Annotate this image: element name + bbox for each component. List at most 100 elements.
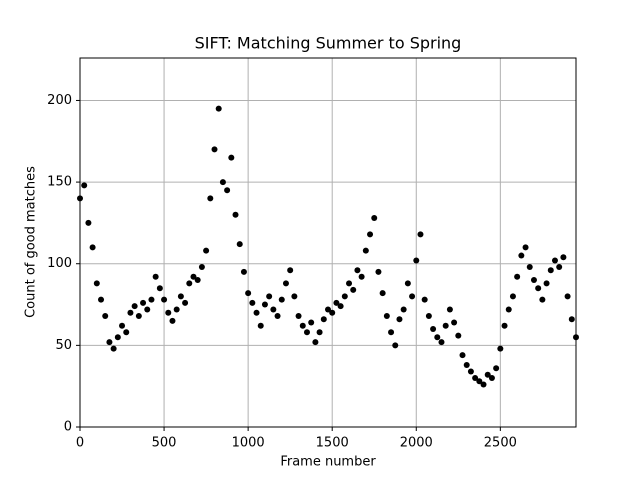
- data-point: [421, 296, 428, 303]
- data-point: [526, 263, 533, 270]
- plot-frame: [79, 57, 577, 428]
- data-point: [114, 334, 121, 341]
- data-point: [165, 309, 172, 316]
- data-point: [135, 312, 142, 319]
- data-point: [131, 303, 138, 310]
- data-point: [501, 322, 508, 329]
- data-point: [346, 280, 353, 287]
- data-point: [261, 301, 268, 308]
- data-point: [312, 339, 319, 346]
- data-point: [350, 286, 357, 293]
- data-point: [190, 273, 197, 280]
- data-point: [325, 306, 331, 313]
- data-point: [451, 319, 458, 326]
- data-point: [480, 381, 487, 388]
- data-point: [161, 296, 168, 303]
- data-point: [77, 195, 83, 202]
- y-tick-label: 100: [47, 256, 72, 271]
- data-point: [274, 312, 281, 319]
- data-point: [93, 280, 100, 287]
- data-point: [203, 247, 210, 254]
- data-point: [211, 146, 218, 153]
- data-point: [497, 345, 504, 352]
- data-point: [556, 263, 563, 270]
- data-point: [463, 361, 470, 368]
- data-point: [152, 273, 159, 280]
- data-point: [404, 280, 411, 287]
- data-point: [409, 293, 416, 300]
- data-point: [232, 211, 239, 218]
- data-point: [438, 339, 445, 346]
- data-point: [493, 365, 500, 372]
- data-point: [371, 215, 378, 222]
- data-point: [530, 277, 537, 284]
- data-point: [568, 316, 575, 323]
- data-point: [320, 316, 327, 323]
- data-point: [333, 299, 340, 306]
- data-point: [442, 322, 449, 329]
- data-point: [215, 105, 222, 112]
- data-point: [551, 257, 558, 264]
- data-point: [375, 268, 382, 275]
- data-point: [303, 329, 310, 336]
- data-point: [299, 322, 306, 329]
- data-point: [266, 293, 273, 300]
- y-tick-label: 150: [47, 175, 72, 190]
- y-tick-label: 50: [55, 338, 72, 353]
- data-point: [446, 306, 453, 313]
- data-point: [119, 322, 126, 329]
- data-point: [329, 309, 336, 316]
- data-point: [240, 268, 247, 275]
- y-axis-label: Count of good matches: [24, 166, 39, 318]
- data-point: [224, 187, 231, 194]
- x-tick-label: 1500: [316, 436, 349, 451]
- data-point: [249, 299, 256, 306]
- data-point: [476, 378, 483, 385]
- data-point: [127, 309, 134, 316]
- data-point: [413, 257, 420, 264]
- data-point: [573, 334, 579, 341]
- data-point: [434, 334, 441, 341]
- data-point: [123, 329, 130, 336]
- data-point: [228, 154, 235, 161]
- data-point: [509, 293, 516, 300]
- data-point: [182, 299, 189, 306]
- data-point: [388, 329, 395, 336]
- x-tick-label: 2500: [484, 436, 517, 451]
- data-point: [560, 254, 567, 261]
- data-point: [291, 293, 298, 300]
- data-point: [144, 306, 151, 313]
- data-point: [177, 293, 184, 300]
- data-point: [396, 316, 403, 323]
- data-point: [484, 371, 491, 378]
- data-point: [467, 368, 474, 375]
- data-point: [194, 277, 201, 284]
- data-point: [354, 267, 361, 274]
- data-point: [425, 312, 432, 319]
- data-point: [514, 273, 521, 280]
- data-point: [98, 296, 105, 303]
- x-tick-label: 0: [76, 436, 84, 451]
- data-point: [89, 244, 96, 251]
- data-point: [253, 309, 260, 316]
- data-point: [85, 219, 92, 226]
- data-point: [270, 306, 277, 313]
- data-point: [459, 352, 466, 359]
- data-point: [236, 241, 243, 248]
- data-point: [488, 375, 495, 382]
- data-point: [282, 280, 289, 287]
- data-point: [102, 312, 109, 319]
- data-point: [81, 182, 88, 189]
- data-point: [543, 280, 550, 287]
- data-point: [383, 312, 390, 319]
- data-point: [417, 231, 424, 238]
- data-point: [106, 339, 113, 346]
- x-tick-label: 500: [152, 436, 177, 451]
- data-point: [358, 273, 365, 280]
- y-tick-label: 200: [47, 93, 72, 108]
- data-point: [430, 326, 437, 333]
- data-point: [156, 285, 163, 292]
- data-point: [547, 267, 554, 274]
- data-point: [400, 306, 407, 313]
- x-tick-label: 1000: [232, 436, 265, 451]
